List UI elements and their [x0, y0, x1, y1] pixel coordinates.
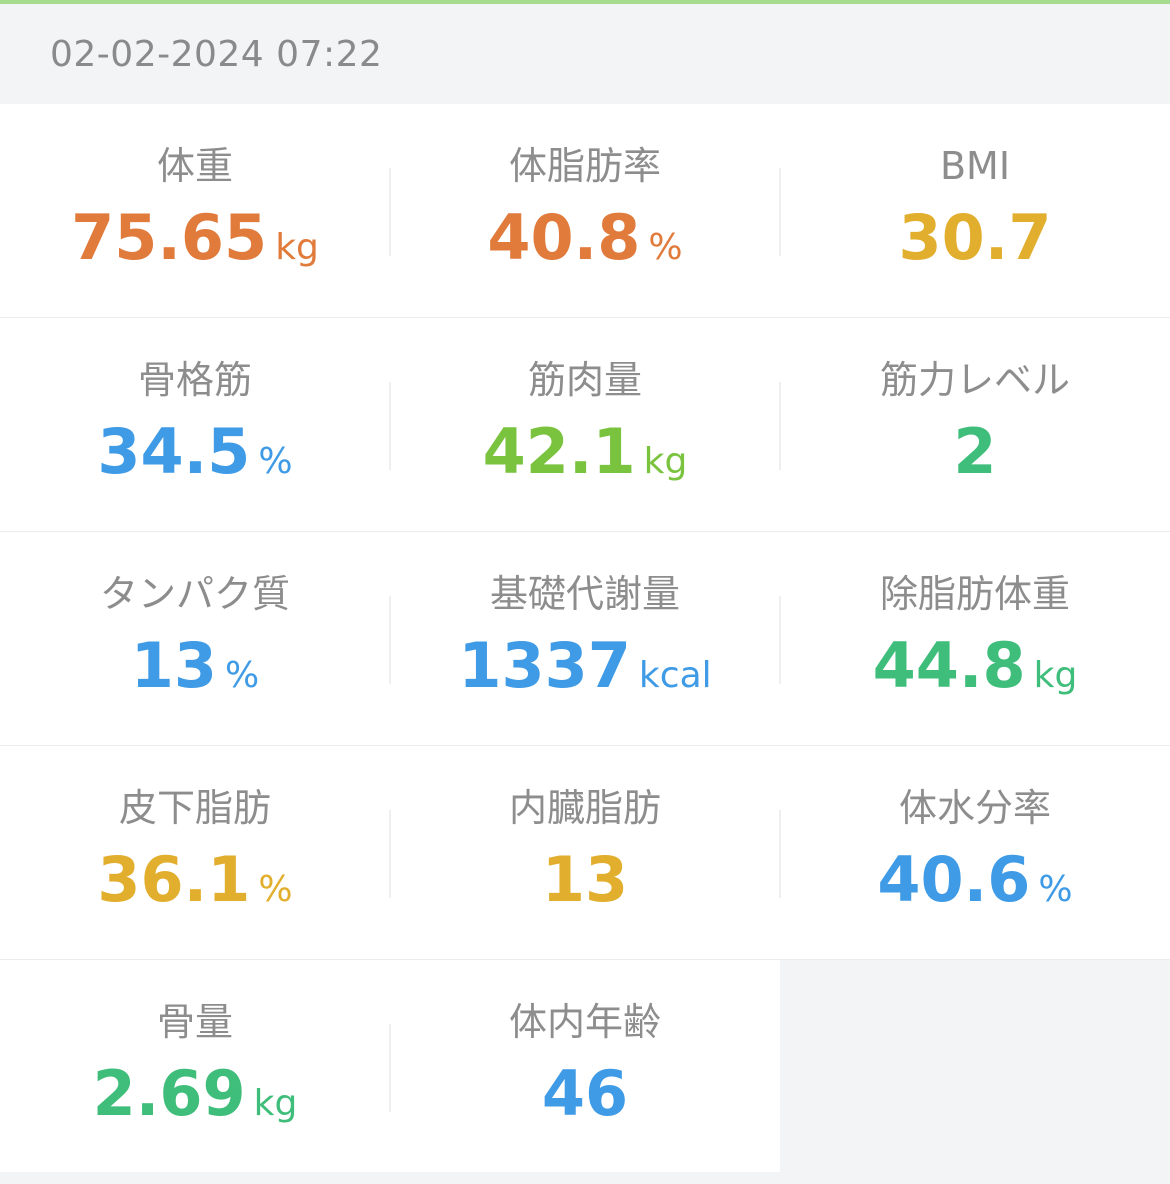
metric-body-water-rate[interactable]: 体水分率 40.6% — [780, 746, 1170, 960]
metric-value: 30.7 — [898, 201, 1052, 274]
metric-basal-metabolism[interactable]: 基礎代謝量 1337 kcal — [390, 532, 780, 746]
metric-label: 基礎代謝量 — [489, 572, 680, 616]
metric-unit: % — [225, 655, 260, 696]
metric-label: 皮下脂肪 — [118, 786, 271, 830]
column-divider — [779, 382, 781, 470]
metric-label: 体脂肪率 — [508, 144, 661, 188]
metric-value: 36.1 — [97, 843, 251, 916]
metric-unit: kg — [643, 441, 688, 482]
metrics-row-1: 体重 75.65 kg 体脂肪率 40.8% BMI 30.7 — [0, 104, 1170, 318]
metric-value: 42.1 — [482, 415, 636, 488]
metric-body-fat-rate[interactable]: 体脂肪率 40.8% — [390, 104, 780, 318]
column-divider — [389, 168, 391, 256]
metric-value: 2.69 — [92, 1057, 246, 1130]
column-divider — [779, 810, 781, 898]
metric-bone-mass[interactable]: 骨量 2.69 kg — [0, 960, 390, 1174]
metrics-row-5: 骨量 2.69 kg 体内年齢 46 — [0, 960, 1170, 1174]
metric-unit: kg — [1033, 655, 1078, 696]
metric-value: 75.65 — [71, 201, 268, 274]
metric-value: 40.6 — [877, 843, 1031, 916]
metric-subcutaneous-fat[interactable]: 皮下脂肪 36.1% — [0, 746, 390, 960]
metric-label: 体内年齢 — [508, 1000, 661, 1044]
record-header: 02-02-2024 07:22 — [0, 4, 1170, 104]
metric-label: 骨格筋 — [137, 358, 252, 402]
metric-label: 筋肉量 — [527, 358, 642, 402]
metric-skeletal-muscle[interactable]: 骨格筋 34.5% — [0, 318, 390, 532]
metric-unit: % — [1038, 869, 1073, 910]
metric-unit: % — [258, 869, 293, 910]
metric-value: 1337 — [458, 629, 631, 702]
metric-protein[interactable]: タンパク質 13% — [0, 532, 390, 746]
metric-value: 13 — [130, 629, 218, 702]
column-divider — [779, 168, 781, 256]
metric-value: 46 — [541, 1057, 629, 1130]
measurement-timestamp: 02-02-2024 07:22 — [50, 34, 383, 75]
metric-value: 44.8 — [872, 629, 1026, 702]
metrics-row-2: 骨格筋 34.5% 筋肉量 42.1 kg 筋力レベル 2 — [0, 318, 1170, 532]
metric-lean-body-mass[interactable]: 除脂肪体重 44.8 kg — [780, 532, 1170, 746]
metric-label: 体水分率 — [898, 786, 1051, 830]
metrics-row-3: タンパク質 13% 基礎代謝量 1337 kcal 除脂肪体重 44.8 kg — [0, 532, 1170, 746]
empty-cell — [780, 960, 1170, 1173]
metric-value: 40.8 — [487, 201, 641, 274]
top-accent-bar — [0, 0, 1170, 4]
column-divider — [389, 382, 391, 470]
column-divider — [779, 596, 781, 684]
metric-bmi[interactable]: BMI 30.7 — [780, 104, 1170, 318]
metric-body-age[interactable]: 体内年齢 46 — [390, 960, 780, 1174]
metric-value: 13 — [541, 843, 629, 916]
metric-unit: kcal — [638, 655, 712, 696]
metric-unit: kg — [275, 227, 319, 268]
metric-label: 体重 — [156, 144, 233, 188]
metric-label: 内臓脂肪 — [508, 786, 661, 830]
metric-unit: % — [648, 227, 683, 268]
column-divider — [389, 596, 391, 684]
metric-weight[interactable]: 体重 75.65 kg — [0, 104, 390, 318]
metric-visceral-fat[interactable]: 内臓脂肪 13 — [390, 746, 780, 960]
metric-value: 2 — [953, 415, 997, 488]
metrics-row-4: 皮下脂肪 36.1% 内臓脂肪 13 体水分率 40.6% — [0, 746, 1170, 960]
metric-unit: % — [258, 441, 293, 482]
metric-muscle-mass[interactable]: 筋肉量 42.1 kg — [390, 318, 780, 532]
metric-strength-level[interactable]: 筋力レベル 2 — [780, 318, 1170, 532]
column-divider — [389, 810, 391, 898]
metric-unit: kg — [253, 1083, 298, 1124]
metric-label: 除脂肪体重 — [879, 572, 1070, 616]
metric-label: BMI — [939, 144, 1011, 188]
metric-value: 34.5 — [97, 415, 251, 488]
metrics-grid: 体重 75.65 kg 体脂肪率 40.8% BMI 30.7 骨格筋 34.5%… — [0, 104, 1170, 1174]
metric-label: 骨量 — [156, 1000, 233, 1044]
column-divider — [389, 1024, 391, 1112]
metric-label: 筋力レベル — [879, 358, 1070, 402]
metric-label: タンパク質 — [99, 572, 290, 616]
